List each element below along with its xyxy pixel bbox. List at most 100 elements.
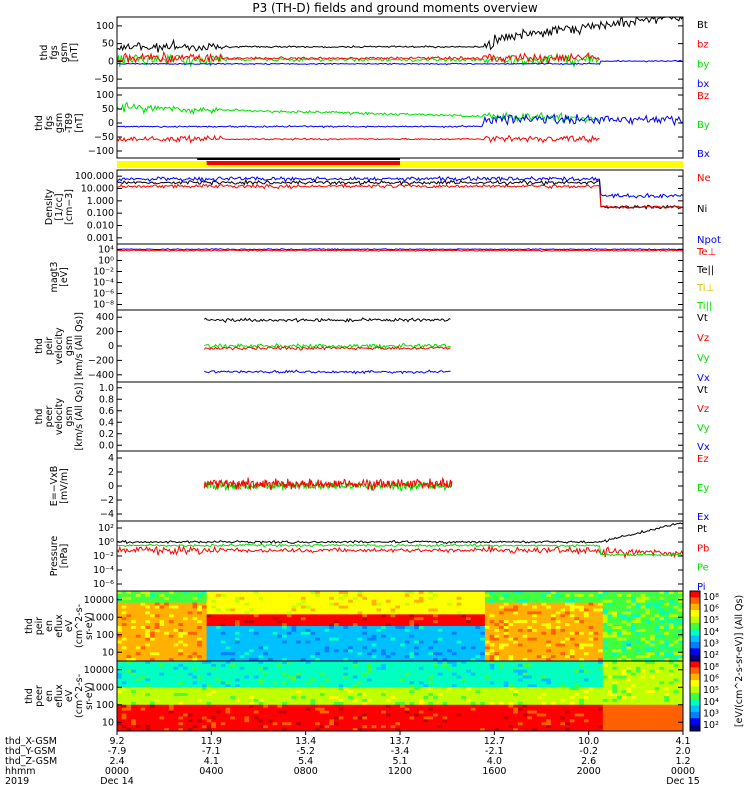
electron-spectrogram-cell <box>386 693 391 696</box>
electron-spectrogram-cell <box>310 687 315 690</box>
ion-spectrogram-cell <box>376 597 381 600</box>
ion-spectrogram-cell <box>141 629 146 632</box>
ion-spectrogram-cell <box>542 641 547 644</box>
ion-spectrogram-cell <box>598 606 603 609</box>
ion-spectrogram-cell <box>277 646 282 649</box>
ion-spectrogram-cell <box>490 635 495 638</box>
ion-spectrogram-cell <box>150 635 155 638</box>
ion-spectrogram-cell <box>145 623 150 626</box>
ion-spectrogram-cell <box>282 629 287 632</box>
electron-spectrogram-cell <box>150 716 155 719</box>
electron-spectrogram-cell <box>141 670 146 673</box>
ion-spectrogram-cell <box>631 626 636 629</box>
ion-spectrogram-cell <box>664 629 669 632</box>
ion-spectrogram-cell <box>381 597 386 600</box>
electron-spectrogram-cell <box>315 681 320 684</box>
ion-spectrogram-cell <box>674 594 679 597</box>
ion-spectrogram-cell <box>608 632 613 635</box>
ion-spectrogram-cell <box>301 611 306 614</box>
electron-spectrogram-cell <box>405 711 410 714</box>
ion-spectrogram-cell <box>141 655 146 658</box>
ion-spectrogram-cell <box>612 649 617 652</box>
electron-spectrogram-cell <box>329 708 334 711</box>
ion-spectrogram-cell <box>457 655 462 658</box>
ion-spectrogram-cell <box>556 594 561 597</box>
ion-spectrogram-cell <box>310 632 315 635</box>
ion-spectrogram-cell <box>664 635 669 638</box>
electron-spectrogram-cell <box>414 708 419 711</box>
ion-spectrogram-cell <box>650 614 655 617</box>
ion-spectrogram-cell <box>188 644 193 647</box>
electron-spectrogram-cell <box>249 687 254 690</box>
electron-spectrogram-cell <box>428 670 433 673</box>
ion-spectrogram-cell <box>277 629 282 632</box>
ion-spectrogram-cell <box>254 646 259 649</box>
ion-spectrogram-cell <box>141 649 146 652</box>
ion-spectrogram-cell <box>457 623 462 626</box>
ion-spectrogram-cell <box>320 620 325 623</box>
ion-spectrogram-cell <box>608 600 613 603</box>
ion-spectrogram-cell <box>556 600 561 603</box>
ion-spectrogram-cell <box>343 594 348 597</box>
ion-spectrogram-cell <box>579 614 584 617</box>
electron-spectrogram-cell <box>183 679 188 682</box>
ion-spectrogram-cell <box>353 623 358 626</box>
ion-spectrogram-cell <box>485 638 490 641</box>
electron-spectrogram-cell <box>164 719 169 722</box>
electron-spectrogram-cell <box>419 670 424 673</box>
ion-spectrogram-cell <box>183 600 188 603</box>
ion-spectrogram-cell <box>542 632 547 635</box>
ion-spectrogram-cell <box>480 644 485 647</box>
legend-Vz: Vz <box>697 333 709 344</box>
ion-spectrogram-cell <box>306 606 311 609</box>
legend-Bx: Bx <box>697 149 710 160</box>
ytick-label: 10⁻² <box>93 267 114 278</box>
electron-spectrogram-cell <box>202 714 207 717</box>
electron-spectrogram-cell <box>428 667 433 670</box>
electron-spectrogram-cell <box>301 719 306 722</box>
ion-spectrogram-cell <box>442 606 447 609</box>
electron-spectrogram-cell <box>240 693 245 696</box>
ion-spectrogram-cell <box>240 641 245 644</box>
ion-spectrogram-cell <box>499 638 504 641</box>
electron-spectrogram-cell <box>169 702 174 705</box>
ion-spectrogram-cell <box>122 594 127 597</box>
electron-spectrogram-cell <box>207 667 212 670</box>
electron-spectrogram-cell <box>150 667 155 670</box>
ion-spectrogram-cell <box>240 644 245 647</box>
ion-spectrogram-cell <box>631 614 636 617</box>
electron-spectrogram-cell <box>409 699 414 702</box>
ion-spectrogram-cell <box>499 626 504 629</box>
ion-spectrogram-cell <box>438 617 443 620</box>
ion-spectrogram-cell <box>268 600 273 603</box>
ion-spectrogram-cell <box>490 641 495 644</box>
ion-spectrogram-cell <box>126 629 131 632</box>
electron-spectrogram-cell <box>188 696 193 699</box>
ion-spectrogram-cell <box>622 597 627 600</box>
ion-spectrogram-cell <box>287 626 292 629</box>
ion-spectrogram-cell <box>122 626 127 629</box>
ion-spectrogram-cell <box>192 649 197 652</box>
electron-spectrogram-cell <box>400 711 405 714</box>
ion-spectrogram-cell <box>659 629 664 632</box>
ion-spectrogram-cell <box>485 600 490 603</box>
ion-spectrogram-cell <box>348 614 353 617</box>
ion-spectrogram-cell <box>565 606 570 609</box>
electron-spectrogram-cell <box>268 664 273 667</box>
ion-spectrogram-cell <box>117 638 122 641</box>
ion-spectrogram-cell <box>197 600 202 603</box>
ion-spectrogram-cell <box>287 617 292 620</box>
ion-spectrogram-cell <box>192 629 197 632</box>
ion-spectrogram-cell <box>259 629 264 632</box>
ion-spectrogram-cell <box>225 641 230 644</box>
ion-spectrogram-cell <box>419 626 424 629</box>
electron-spectrogram-cell <box>367 705 372 708</box>
ion-spectrogram-cell <box>617 644 622 647</box>
ion-spectrogram-cell <box>659 623 664 626</box>
electron-spectrogram-cell <box>400 716 405 719</box>
ion-spectrogram-cell <box>376 638 381 641</box>
electron-spectrogram-cell <box>202 725 207 728</box>
electron-spectrogram-cell <box>282 705 287 708</box>
ion-spectrogram-cell <box>556 641 561 644</box>
electron-spectrogram-cell <box>263 702 268 705</box>
